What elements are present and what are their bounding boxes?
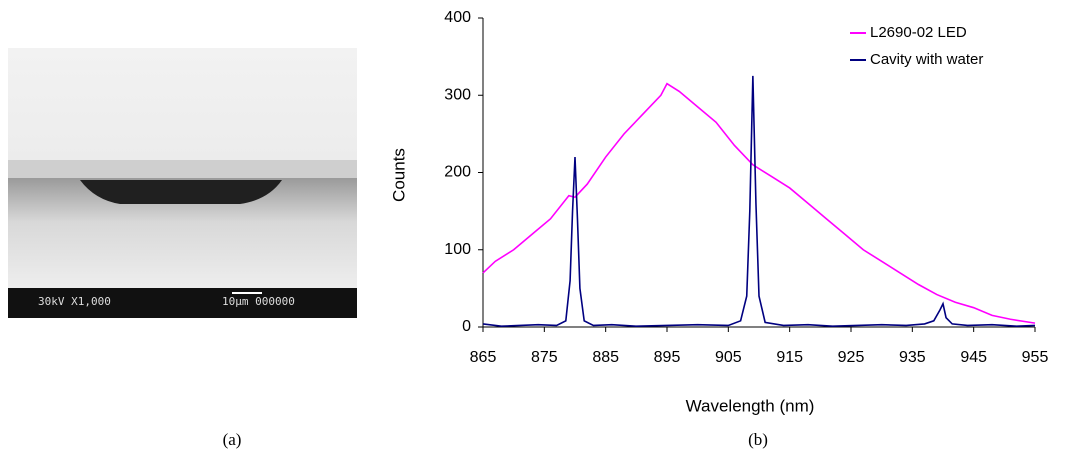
x-tick-label: 915 <box>776 349 803 366</box>
x-tick-label: 895 <box>654 349 681 366</box>
caption: (a) <box>223 430 242 449</box>
y-tick-label: 300 <box>444 86 471 103</box>
y-tick-label: 200 <box>444 164 471 181</box>
x-tick-label: 925 <box>838 349 865 366</box>
y-axis-label: Counts <box>389 148 408 202</box>
x-tick-label: 905 <box>715 349 742 366</box>
figure: 30kV X1,000 10µm 000000 (a) (b) Waveleng… <box>0 0 1068 457</box>
y-tick-label: 0 <box>462 318 471 335</box>
y-tick-label: 400 <box>444 9 471 26</box>
x-tick-label: 945 <box>960 349 987 366</box>
x-axis-label: Wavelength (nm) <box>686 396 815 415</box>
legend-label: Cavity with water <box>870 51 983 68</box>
sem-cavity <box>80 180 282 204</box>
x-tick-label: 935 <box>899 349 926 366</box>
data-line <box>483 76 1035 326</box>
x-tick-label: 955 <box>1022 349 1049 366</box>
x-tick-label: 885 <box>592 349 619 366</box>
x-tick-label: 875 <box>531 349 558 366</box>
sem-image: 30kV X1,000 10µm 000000 <box>8 48 357 318</box>
caption: (b) <box>748 430 768 449</box>
legend-label: L2690-02 LED <box>870 24 967 41</box>
sem-label: 30kV X1,000 <box>38 295 111 308</box>
sem-ledge <box>8 160 357 178</box>
y-tick-label: 100 <box>444 241 471 258</box>
sem-label: 10µm 000000 <box>222 295 295 308</box>
x-tick-label: 865 <box>470 349 497 366</box>
